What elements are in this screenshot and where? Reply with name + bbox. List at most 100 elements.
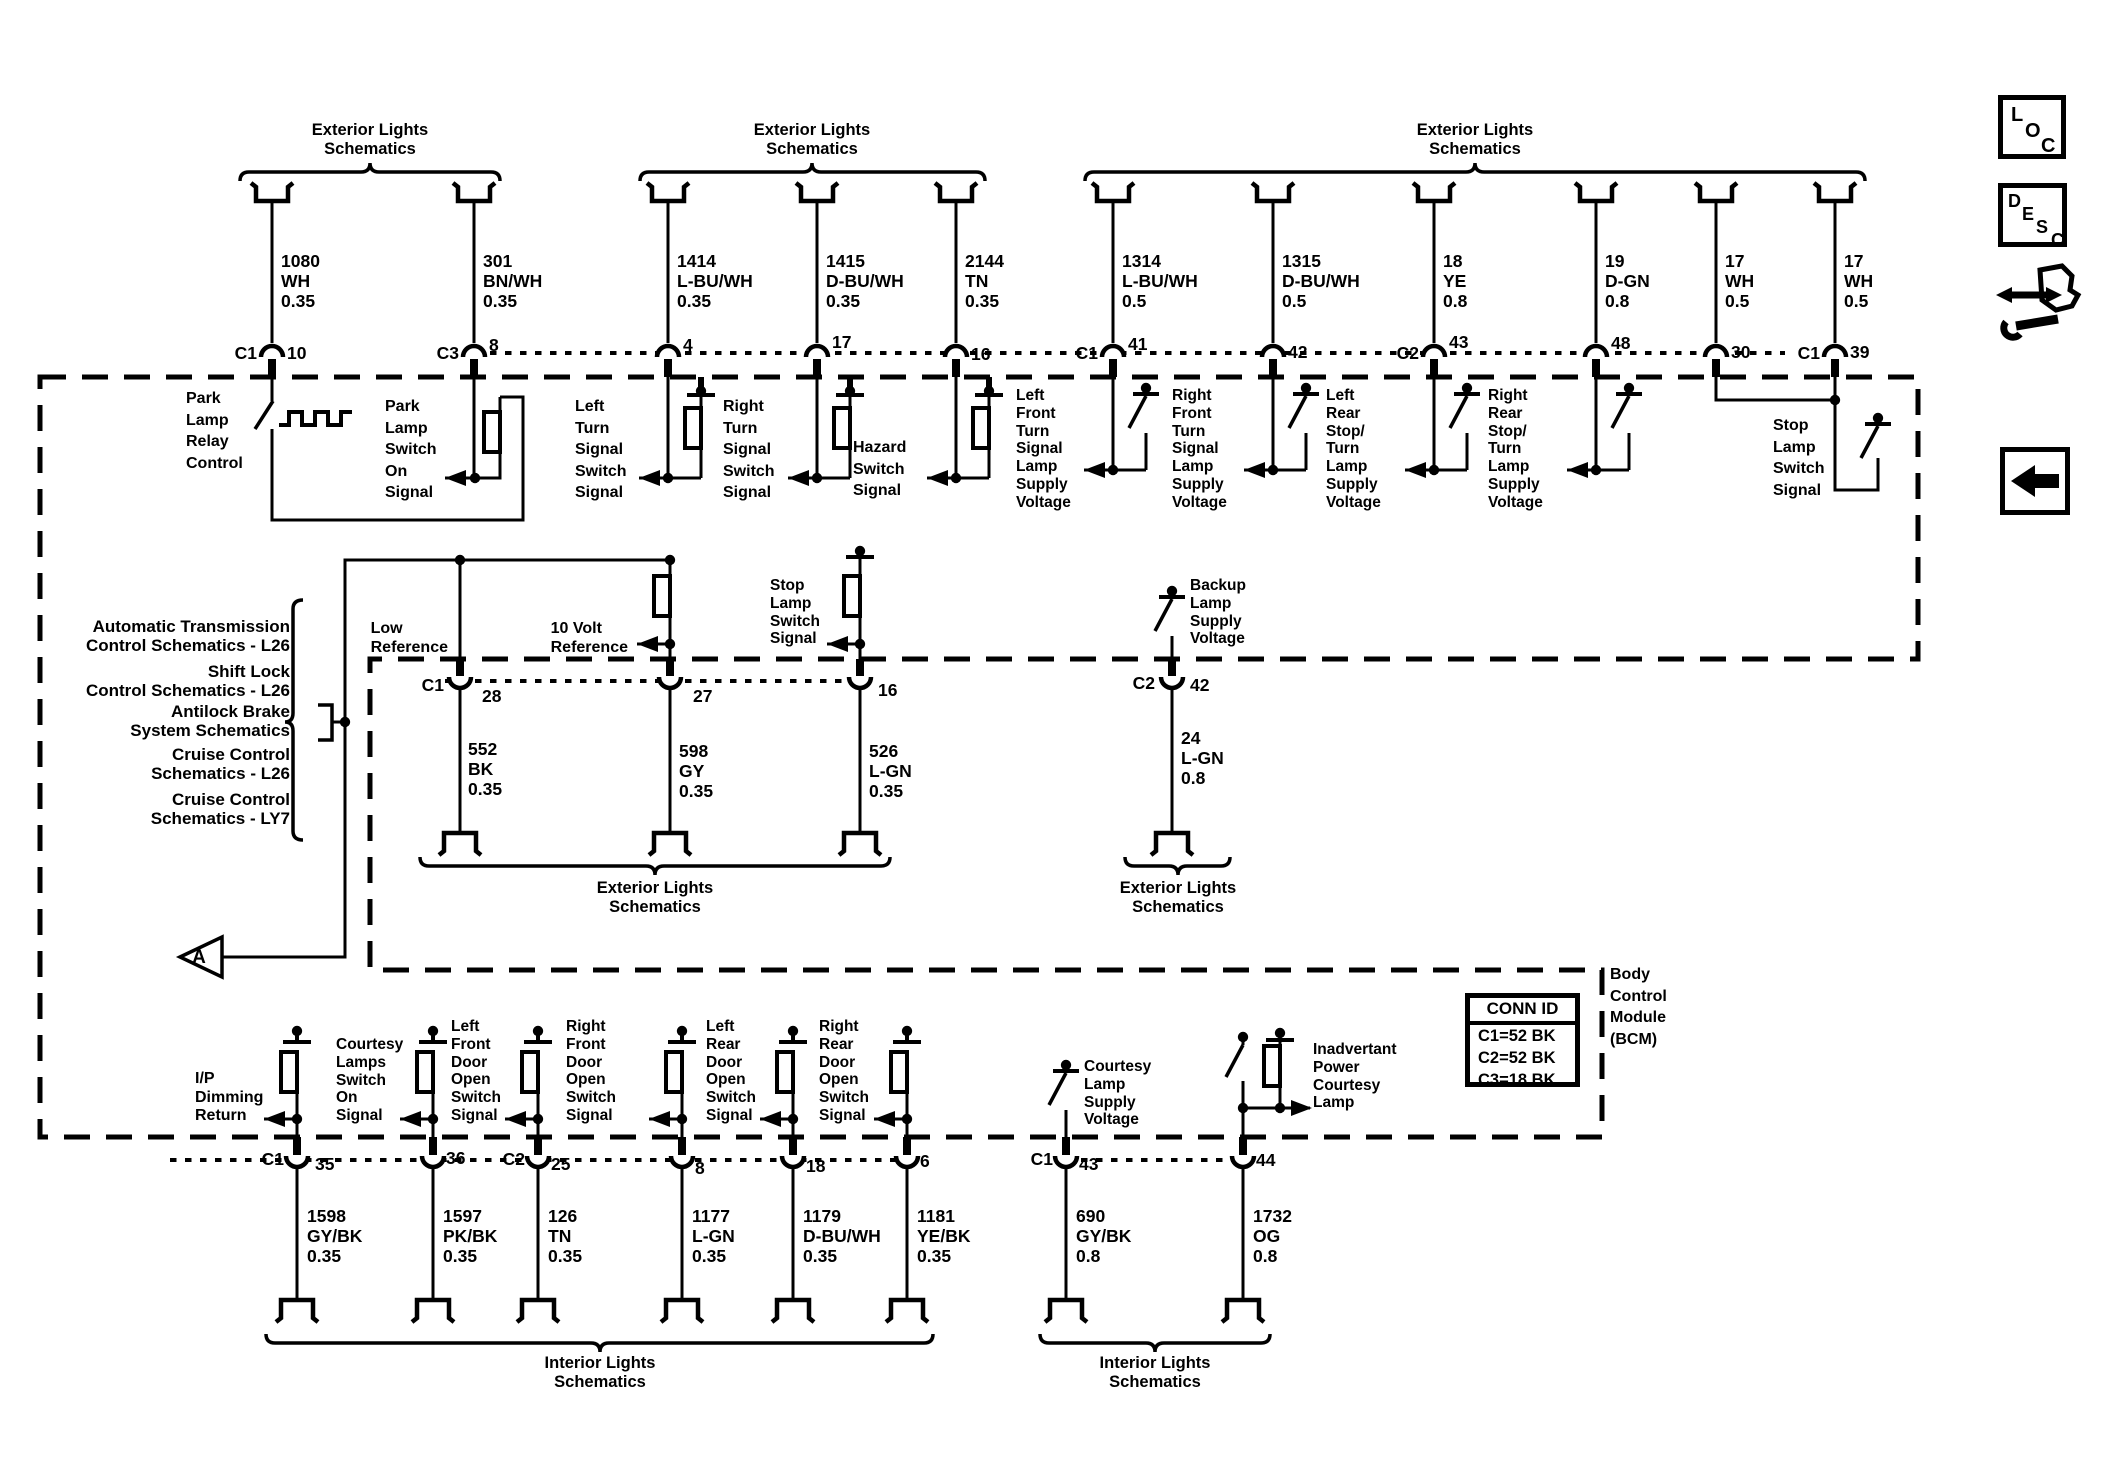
conn-id-table: CONN ID C1=52 BK C2=52 BK C3=18 BK — [1465, 993, 1580, 1089]
lbl-top_wires-7-conn: C2 — [1396, 343, 1419, 363]
lbl-bottom_wires-6-size: 0.8 — [1076, 1246, 1101, 1266]
resistor-symbol — [279, 1050, 299, 1094]
switch-contact-dot — [1300, 382, 1312, 394]
lbl-top_wires-0-circuit: 1080 — [281, 251, 320, 271]
connector-pin-arc — [258, 343, 286, 358]
lbl-bottom_wires-4-size: 0.35 — [803, 1246, 838, 1266]
lbl-mid_signals-0: Low Reference — [370, 620, 448, 656]
lbl-bottom_wires-1-color: PK/BK — [443, 1226, 498, 1246]
lbl-top_wires-9-color: WH — [1725, 271, 1755, 291]
lbl-top_wires-8-size: 0.8 — [1605, 291, 1630, 311]
back-button[interactable] — [2000, 447, 2070, 515]
lbl-mid_wires-2-color: L-GN — [869, 761, 912, 781]
connector-pin-arc — [1821, 343, 1849, 358]
lbl-mid_wires-2-circuit: 526 — [869, 741, 899, 761]
lbl-bottom_signals-5: Right Rear Door Open Switch Signal — [819, 1018, 869, 1124]
signal-arrow — [1405, 462, 1426, 478]
wiring-tool-icon[interactable] — [1992, 262, 2084, 344]
signal-arrow — [874, 1111, 895, 1127]
lbl-top_wires-10-pin: 39 — [1850, 342, 1870, 362]
lbl-top_wires-10-color: WH — [1844, 271, 1874, 291]
lbl-top_wires-2-circuit: 1414 — [677, 251, 716, 271]
lbl-top_wires-5-pin: 41 — [1128, 334, 1148, 354]
lbl-top_signals-1: Park Lamp Switch On Signal — [385, 398, 437, 501]
offpage-terminal — [1043, 1297, 1089, 1324]
lbl-bottom_signals-1: Courtesy Lamps Switch On Signal — [336, 1036, 404, 1125]
offpage-terminal — [1573, 181, 1619, 204]
desc-button[interactable]: D E S C — [1998, 183, 2067, 250]
lbl-mid_wires-2-size: 0.35 — [869, 781, 904, 801]
lbl-mid_signals-1: 10 Volt Reference — [550, 620, 628, 656]
lbl-bottom_wires-2-color: TN — [548, 1226, 572, 1246]
signal-arrow — [1084, 462, 1105, 478]
switch-contact-dot — [1461, 382, 1473, 394]
lbl-bottom_signals-0: I/P Dimming Return — [195, 1070, 264, 1125]
lbl-bottom_signals-3: Right Front Door Open Switch Signal — [566, 1018, 616, 1124]
resistor-symbol — [1262, 1044, 1282, 1088]
loc-button[interactable]: L O C — [1998, 95, 2066, 159]
lbl-top_signals-4: Hazard Switch Signal — [853, 439, 907, 499]
lbl-mid_wires-3-size: 0.8 — [1181, 768, 1206, 788]
connector-pin-arc — [524, 1155, 552, 1170]
lbl-top_wires-10-size: 0.5 — [1844, 291, 1869, 311]
resistor-symbol — [482, 410, 502, 454]
lbl-bottom_wires-7-color: OG — [1253, 1226, 1281, 1246]
lbl-bottom_wires-3-color: L-GN — [692, 1226, 735, 1246]
connector-pin-arc — [1052, 1155, 1080, 1170]
relay-coil-waveform — [279, 410, 352, 427]
lbl-top_signals-2: Left Turn Signal Switch Signal — [575, 398, 627, 501]
switch-blade — [1610, 395, 1631, 429]
lbl-mid_wires-3-conn: C2 — [1132, 673, 1155, 693]
lbl-bottom_wires-1-circuit: 1597 — [443, 1206, 482, 1226]
lbl-bottom_wires-3-circuit: 1177 — [692, 1206, 730, 1226]
lbl-top_wires-5-circuit: 1314 — [1122, 251, 1161, 271]
resistor-symbol — [971, 406, 991, 450]
bcm-module-label: Body Control Module (BCM) — [1610, 966, 1667, 1048]
junction-dot — [1590, 464, 1602, 476]
loc-letter: O — [2025, 120, 2041, 142]
lbl-top_wires-2-size: 0.35 — [677, 291, 712, 311]
lbl-bottom_wires-3-pin: 8 — [695, 1158, 705, 1178]
offpage-terminal — [1149, 830, 1195, 857]
switch-contact-dot — [1060, 1059, 1072, 1071]
lbl-top_signals-7: Left Rear Stop/ Turn Lamp Supply Voltage — [1326, 387, 1381, 511]
resistor-symbol — [664, 1050, 684, 1094]
signal-arrow — [1244, 462, 1265, 478]
lbl-bottom_wires-7-pin: 44 — [1256, 1150, 1276, 1170]
connector-pin-arc — [893, 1155, 921, 1170]
lbl-mid_wires-0-size: 0.35 — [468, 779, 503, 799]
lbl-top_wires-6-size: 0.5 — [1282, 291, 1307, 311]
offpage-terminal — [659, 1297, 705, 1324]
lbl-bottom_wires-2-conn: C2 — [502, 1149, 525, 1169]
lbl-top_signals-3: Right Turn Signal Switch Signal — [723, 398, 775, 501]
lbl-bottom_wires-5-color: YE/BK — [917, 1226, 971, 1246]
lbl-bottom_wires-2-circuit: 126 — [548, 1206, 578, 1226]
reference-brace — [284, 598, 304, 842]
offpage-terminal — [1812, 181, 1858, 204]
switch-blade — [1859, 425, 1880, 459]
junction-dot — [1107, 464, 1119, 476]
lbl-braces_mid-1-label: Exterior Lights Schematics — [1119, 879, 1237, 916]
brace — [1038, 1333, 1272, 1353]
offpage-terminal — [794, 181, 840, 204]
offpage-terminal — [1693, 181, 1739, 204]
switch-blade — [1153, 598, 1174, 632]
lbl-top_wires-7-size: 0.8 — [1443, 291, 1468, 311]
reference-bracket — [318, 703, 334, 742]
conn-id-row: C3=18 BK — [1478, 1071, 1556, 1089]
lbl-braces_mid-0-label: Exterior Lights Schematics — [596, 879, 714, 916]
lbl-top_signals-8: Right Rear Stop/ Turn Lamp Supply Voltag… — [1488, 387, 1543, 511]
offpage-arrow-a — [175, 934, 224, 980]
lbl-top_signals-5: Left Front Turn Signal Lamp Supply Volta… — [1016, 387, 1071, 511]
brace — [418, 856, 892, 876]
lbl-bottom_wires-5-pin: 6 — [920, 1151, 930, 1171]
junction-dot — [1267, 464, 1279, 476]
switch-contact-dot — [1872, 412, 1884, 424]
connector-pin-arc — [1158, 676, 1186, 691]
desc-letter: E — [2022, 204, 2035, 224]
switch-blade — [1287, 395, 1308, 429]
offpage-terminal — [515, 1297, 561, 1324]
lbl-bottom_wires-0-size: 0.35 — [307, 1246, 342, 1266]
lbl-top_wires-10-circuit: 17 — [1844, 251, 1864, 271]
